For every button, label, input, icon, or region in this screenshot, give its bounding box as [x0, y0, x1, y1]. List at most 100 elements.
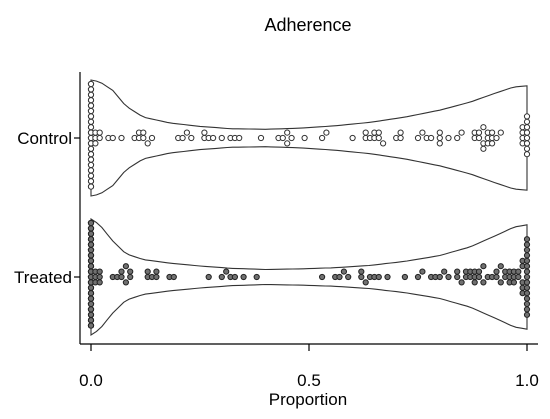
data-point	[87, 317, 95, 324]
data-point	[118, 134, 125, 142]
data-point	[523, 246, 531, 254]
data-point	[96, 134, 103, 142]
data-point	[87, 230, 95, 237]
data-point	[153, 273, 160, 281]
data-point	[127, 273, 134, 281]
data-point	[441, 268, 448, 275]
x-tick-label: 0.5	[297, 371, 321, 390]
data-point	[87, 113, 95, 120]
data-point	[109, 134, 116, 142]
data-point	[87, 290, 95, 297]
data-point	[170, 273, 177, 281]
data-point	[87, 151, 95, 158]
data-point	[445, 273, 452, 281]
data-point	[96, 279, 103, 286]
data-point	[375, 273, 382, 281]
data-point	[497, 263, 504, 270]
data-point	[523, 268, 531, 275]
data-point	[144, 268, 151, 275]
data-point	[384, 273, 391, 281]
data-point	[336, 273, 343, 281]
data-point	[523, 257, 531, 264]
data-point	[87, 295, 95, 302]
x-tick-label: 1.0	[515, 371, 539, 390]
data-point	[523, 306, 531, 313]
data-point	[87, 246, 95, 254]
data-point	[523, 279, 531, 286]
data-point	[87, 97, 95, 104]
data-point	[497, 129, 504, 136]
data-point	[87, 241, 95, 248]
data-point	[510, 279, 518, 286]
data-point	[144, 140, 151, 147]
group-control: Control	[17, 79, 531, 197]
data-point	[436, 273, 443, 281]
data-point	[92, 140, 99, 147]
data-point	[454, 134, 461, 142]
data-point	[96, 273, 103, 281]
chart-title: Adherence	[264, 15, 351, 35]
data-points	[87, 219, 531, 329]
data-point	[319, 273, 326, 281]
data-point	[87, 284, 95, 291]
data-point	[397, 129, 404, 136]
data-point	[87, 183, 95, 190]
data-point	[319, 134, 326, 142]
data-point	[480, 263, 487, 270]
data-point	[127, 268, 134, 275]
data-point	[414, 273, 422, 281]
data-point	[428, 134, 435, 142]
category-label: Treated	[14, 268, 72, 287]
data-point	[349, 134, 356, 142]
data-point	[253, 273, 260, 281]
data-point	[87, 322, 95, 329]
data-point	[480, 124, 487, 131]
data-point	[475, 273, 483, 281]
data-point	[523, 113, 531, 120]
data-point	[454, 268, 461, 275]
x-tick-label: 0.0	[79, 371, 103, 390]
data-point	[523, 129, 531, 136]
data-point	[475, 134, 483, 142]
data-point	[480, 145, 487, 152]
data-point	[122, 263, 130, 270]
data-point	[493, 268, 500, 275]
data-point	[87, 178, 95, 185]
data-point	[87, 145, 95, 152]
data-point	[436, 134, 443, 142]
data-point	[87, 257, 95, 264]
data-point	[87, 263, 95, 270]
data-point	[523, 273, 531, 281]
data-point	[523, 290, 531, 297]
data-point	[96, 268, 103, 275]
data-point	[515, 268, 522, 275]
data-point	[523, 151, 531, 158]
data-point	[87, 118, 95, 125]
data-point	[87, 156, 95, 163]
data-point	[87, 252, 95, 259]
violin-groups: Control Treated	[14, 79, 531, 337]
data-point	[122, 279, 130, 286]
category-label: Control	[17, 129, 72, 148]
data-point	[240, 273, 247, 281]
data-point	[475, 129, 483, 136]
data-point	[458, 279, 465, 286]
data-point	[523, 145, 531, 152]
data-point	[218, 273, 225, 281]
data-point	[87, 80, 95, 88]
data-point	[493, 134, 500, 142]
data-point	[87, 225, 95, 232]
data-point	[493, 273, 500, 281]
data-point	[257, 134, 265, 142]
data-point	[401, 273, 408, 281]
data-point	[375, 134, 382, 142]
data-point	[153, 268, 160, 275]
data-point	[118, 273, 125, 281]
data-point	[87, 161, 95, 169]
data-point	[340, 268, 347, 275]
data-point	[523, 311, 531, 318]
data-point	[397, 134, 404, 142]
data-point	[523, 140, 531, 147]
data-point	[489, 129, 496, 136]
